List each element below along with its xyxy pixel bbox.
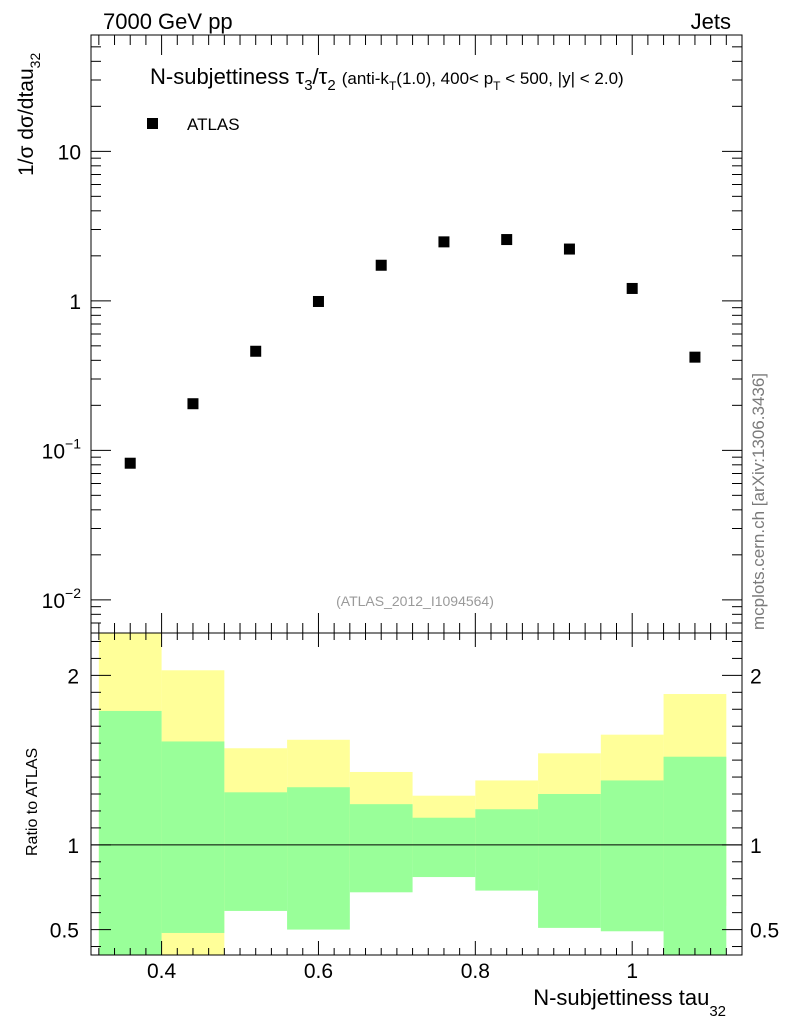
x-axis-label: N-subjettiness tau32: [533, 985, 726, 1020]
ratio-band-inner: [600, 780, 664, 932]
ratio-panel: 0.5 0.5 1 1 2 2 0.4 0.6 0.8 1 Ratio to ATLAS N-s…: [24, 632, 779, 1020]
atlas-data-point: [375, 259, 387, 271]
main-plot-panel: 10−2 10−1 1 10 N-subjettiness τ3/τ2 (anti-kT…: [15, 34, 743, 634]
ratio-band-inner: [349, 804, 413, 893]
x-tick-label: 0.4: [147, 960, 177, 983]
watermark: mcplots.cern.ch [arXiv:1306.3436]: [749, 373, 768, 630]
atlas-data-point: [501, 234, 513, 246]
chart-title: N-subjettiness τ3/τ2 (anti-kT(1.0), 400< …: [150, 64, 624, 94]
main-y-tick-label: 10: [58, 141, 81, 164]
atlas-data-point: [124, 457, 136, 469]
ratio-y-axis: 0.5 0.5 1 1 2 2: [50, 640, 779, 948]
atlas-data-point: [626, 282, 638, 294]
atlas-data-point: [689, 351, 701, 363]
main-y-axis-label: 1/σ dσ/dtau32: [15, 53, 43, 176]
ratio-band-inner: [412, 817, 476, 878]
ratio-y-tick-label-right: 0.5: [750, 920, 779, 943]
legend-marker-atlas: [147, 118, 158, 129]
ratio-band-inner: [224, 792, 288, 911]
atlas-data-point: [250, 345, 262, 357]
atlas-data-point: [438, 236, 450, 248]
ratio-y-tick-label-left: 0.5: [50, 920, 79, 943]
atlas-data-point: [312, 295, 324, 307]
energy-label: 7000 GeV pp: [103, 9, 233, 34]
atlas-data-point: [187, 398, 199, 410]
main-y-axis: 10−2 10−1 1 10: [42, 34, 742, 634]
atlas-data-points: [124, 234, 701, 469]
atlas-data-point: [563, 243, 575, 255]
main-x-ticks: [98, 35, 743, 633]
x-tick-label: 0.6: [304, 960, 333, 983]
ratio-y-tick-label-right: 1: [750, 835, 762, 858]
ratio-y-tick-label-right: 2: [750, 665, 762, 688]
ratio-band-inner: [538, 794, 601, 928]
x-tick-label: 1: [626, 960, 638, 983]
main-y-tick-label: 10−2: [42, 585, 82, 613]
ratio-y-tick-label-left: 2: [67, 665, 79, 688]
ratio-band-inner: [98, 710, 162, 955]
ratio-band-inner: [161, 741, 225, 933]
main-y-tick-label: 1: [69, 291, 81, 314]
x-tick-label: 0.8: [461, 960, 490, 983]
ratio-y-axis-label: Ratio to ATLAS: [24, 748, 41, 856]
ratio-x-axis: 0.4 0.6 0.8 1: [98, 633, 743, 983]
ratio-y-tick-label-left: 1: [67, 835, 79, 858]
legend-label-atlas: ATLAS: [187, 115, 240, 134]
main-y-tick-label: 10−1: [42, 435, 82, 463]
ratio-band-inner: [663, 756, 727, 955]
ratio-band-inner: [475, 809, 539, 891]
analysis-tag: (ATLAS_2012_I1094564): [336, 593, 494, 609]
ratio-band-inner: [287, 787, 350, 930]
ratio-bands: [98, 633, 727, 955]
process-label: Jets: [691, 9, 731, 34]
